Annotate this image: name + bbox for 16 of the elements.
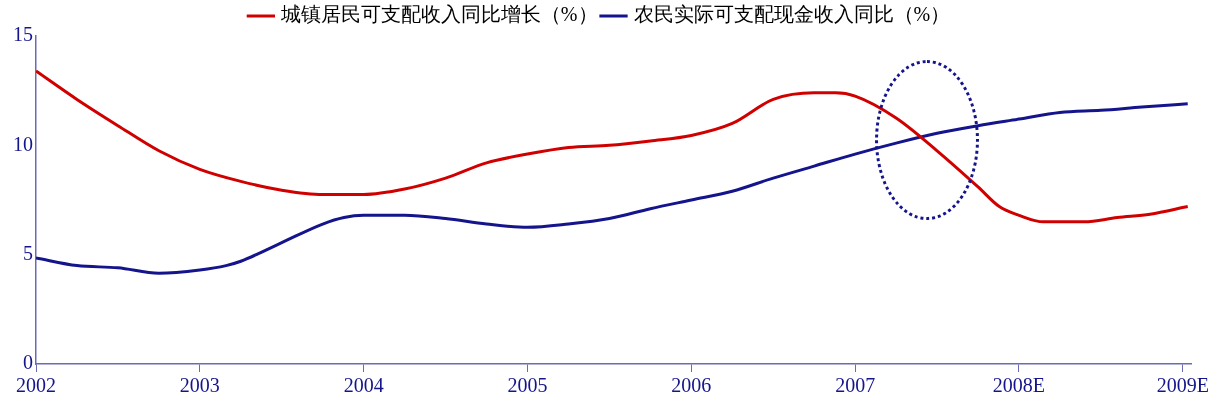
x-tick-label: 2008E [992,374,1046,397]
y-tick-label: 5 [23,241,33,264]
line-series [36,102,1190,275]
x-tick-label: 2003 [179,374,220,397]
x-tick-label: 2004 [343,374,384,397]
y-tick-label: 0 [23,351,33,374]
line-series [36,69,1190,224]
x-tick-label: 2002 [16,374,56,397]
y-tick-label: 15 [13,23,33,46]
legend-label: 农民实际可支配现金收入同比（%） [633,3,951,26]
x-tick-label: 2005 [507,374,548,397]
legend-label: 城镇居民可支配收入同比增长（%） [279,3,598,26]
y-tick-label: 10 [13,132,33,155]
x-tick-label: 2009E [1156,374,1209,397]
x-tick-label: 2006 [671,374,712,397]
x-tick-label: 2007 [835,374,876,397]
